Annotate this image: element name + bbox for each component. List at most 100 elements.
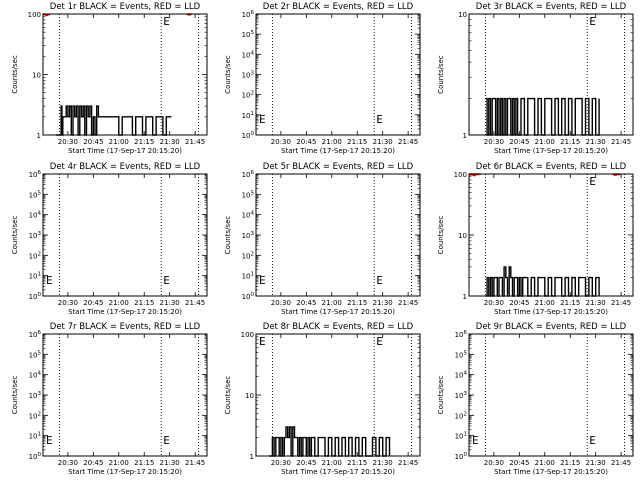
y-tick-label: 100 [242, 292, 255, 301]
y-tick-label: 10 [32, 72, 41, 80]
y-tick-label: 10 [458, 232, 467, 240]
x-tick-label: 21:30 [373, 138, 393, 146]
annotation-marker: E [589, 15, 596, 28]
x-axis-label: Start Time (17-Sep-17 20:15:20) [68, 308, 182, 316]
plot-frame [255, 173, 421, 297]
y-tick-label: 104 [242, 50, 255, 59]
annotation-marker: E [259, 113, 266, 126]
x-tick-label: 20:30 [271, 299, 291, 307]
y-tick-label: 104 [242, 211, 255, 220]
annotation-marker: E [376, 274, 383, 287]
y-tick-label: 101 [29, 432, 41, 441]
events-series-line [56, 105, 172, 136]
y-tick-label: 102 [29, 411, 41, 420]
x-tick-label: 21:30 [160, 138, 180, 146]
y-tick-label: 105 [455, 350, 468, 359]
x-tick-label: 21:00 [109, 459, 129, 467]
x-tick-label: 21:15 [347, 459, 367, 467]
x-tick-label: 21:30 [160, 299, 180, 307]
x-tick-label: 21:30 [373, 459, 393, 467]
x-tick-label: 21:15 [134, 138, 154, 146]
x-tick-label: 21:15 [560, 138, 580, 146]
x-tick-label: 21:15 [560, 459, 580, 467]
annotation-marker: E [259, 335, 266, 348]
panel-det-5: Det 5r BLACK = Events, RED = LLD E E 20:30 2… [224, 162, 421, 316]
x-axis-label: Start Time (17-Sep-17 20:15:20) [68, 147, 182, 155]
plot-frame [42, 333, 208, 457]
panel-title: Det 1r BLACK = Events, RED = LLD [50, 2, 201, 12]
x-tick-label: 21:00 [109, 299, 129, 307]
y-tick-label: 105 [242, 30, 255, 39]
plot-frame [42, 173, 208, 297]
x-tick-label: 21:45 [611, 299, 631, 307]
panel-title: Det 4r BLACK = Events, RED = LLD [50, 162, 201, 172]
panel-det-1: Det 1r BLACK = Events, RED = LLD E 20:30 20… [11, 2, 208, 155]
y-tick-label: 101 [242, 111, 254, 120]
plot-frame [255, 13, 421, 136]
y-tick-label: 105 [242, 190, 255, 199]
x-tick-label: 20:30 [58, 138, 78, 146]
y-tick-label: 106 [455, 330, 468, 339]
x-tick-label: 20:30 [484, 299, 504, 307]
x-axis-label: Start Time (17-Sep-17 20:15:20) [68, 468, 182, 476]
panel-det-3: Det 3r BLACK = Events, RED = LLD E 20:30 20… [437, 2, 634, 155]
events-series-line [485, 266, 600, 297]
y-tick-label: 100 [29, 292, 42, 301]
x-tick-label: 20:30 [484, 459, 504, 467]
y-tick-label: 1 [463, 293, 467, 301]
annotation-marker: E [376, 113, 383, 126]
y-tick-label: 101 [455, 432, 467, 441]
annotation-marker: E [163, 15, 170, 28]
panel-title: Det 7r BLACK = Events, RED = LLD [50, 322, 201, 332]
panel-title: Det 5r BLACK = Events, RED = LLD [263, 162, 414, 172]
x-tick-label: 20:45 [509, 459, 529, 467]
annotation-marker: E [46, 274, 53, 287]
x-tick-label: 20:30 [271, 459, 291, 467]
y-tick-label: 1 [37, 132, 41, 140]
y-axis-label: Counts/sec [11, 216, 19, 255]
y-axis-label: Counts/sec [224, 376, 232, 415]
x-tick-label: 20:30 [271, 138, 291, 146]
x-tick-label: 20:30 [484, 138, 504, 146]
y-tick-label: 100 [28, 11, 41, 19]
x-tick-label: 21:15 [560, 299, 580, 307]
y-tick-label: 101 [29, 272, 41, 281]
x-tick-label: 20:45 [296, 299, 316, 307]
panel-title: Det 9r BLACK = Events, RED = LLD [476, 322, 627, 332]
x-tick-label: 21:30 [373, 299, 393, 307]
panel-det-9: Det 9r BLACK = Events, RED = LLD E E 20:30 2… [437, 322, 634, 476]
x-tick-label: 21:15 [347, 299, 367, 307]
annotation-marker: E [376, 335, 383, 348]
y-tick-label: 1 [463, 132, 467, 140]
x-tick-label: 21:30 [160, 459, 180, 467]
x-tick-label: 21:15 [347, 138, 367, 146]
x-tick-label: 21:30 [586, 459, 606, 467]
y-tick-label: 103 [242, 71, 255, 80]
x-tick-label: 21:15 [134, 459, 154, 467]
x-tick-label: 21:45 [185, 459, 205, 467]
y-tick-label: 106 [29, 170, 42, 179]
y-tick-label: 100 [29, 452, 42, 461]
x-axis-label: Start Time (17-Sep-17 20:15:20) [494, 308, 608, 316]
panel-title: Det 8r BLACK = Events, RED = LLD [263, 322, 414, 332]
y-axis-label: Counts/sec [11, 55, 19, 94]
x-tick-label: 21:45 [398, 138, 418, 146]
x-tick-label: 21:45 [185, 138, 205, 146]
y-tick-label: 102 [242, 91, 254, 100]
y-tick-label: 103 [29, 391, 42, 400]
panel-det-8: Det 8r BLACK = Events, RED = LLD E E 20:30 2… [224, 322, 421, 476]
y-tick-label: 101 [242, 272, 254, 281]
events-series-line [485, 97, 600, 136]
x-tick-label: 21:45 [611, 138, 631, 146]
y-tick-label: 103 [242, 231, 255, 240]
x-tick-label: 21:00 [322, 299, 342, 307]
x-axis-label: Start Time (17-Sep-17 20:15:20) [281, 147, 395, 155]
panel-det-4: Det 4r BLACK = Events, RED = LLD E E 20:30 2… [11, 162, 208, 316]
x-axis-label: Start Time (17-Sep-17 20:15:20) [494, 468, 608, 476]
panel-title: Det 3r BLACK = Events, RED = LLD [476, 2, 627, 12]
y-tick-label: 105 [29, 350, 42, 359]
y-tick-label: 106 [242, 170, 255, 179]
x-tick-label: 20:45 [296, 138, 316, 146]
panel-title: Det 2r BLACK = Events, RED = LLD [263, 2, 414, 12]
